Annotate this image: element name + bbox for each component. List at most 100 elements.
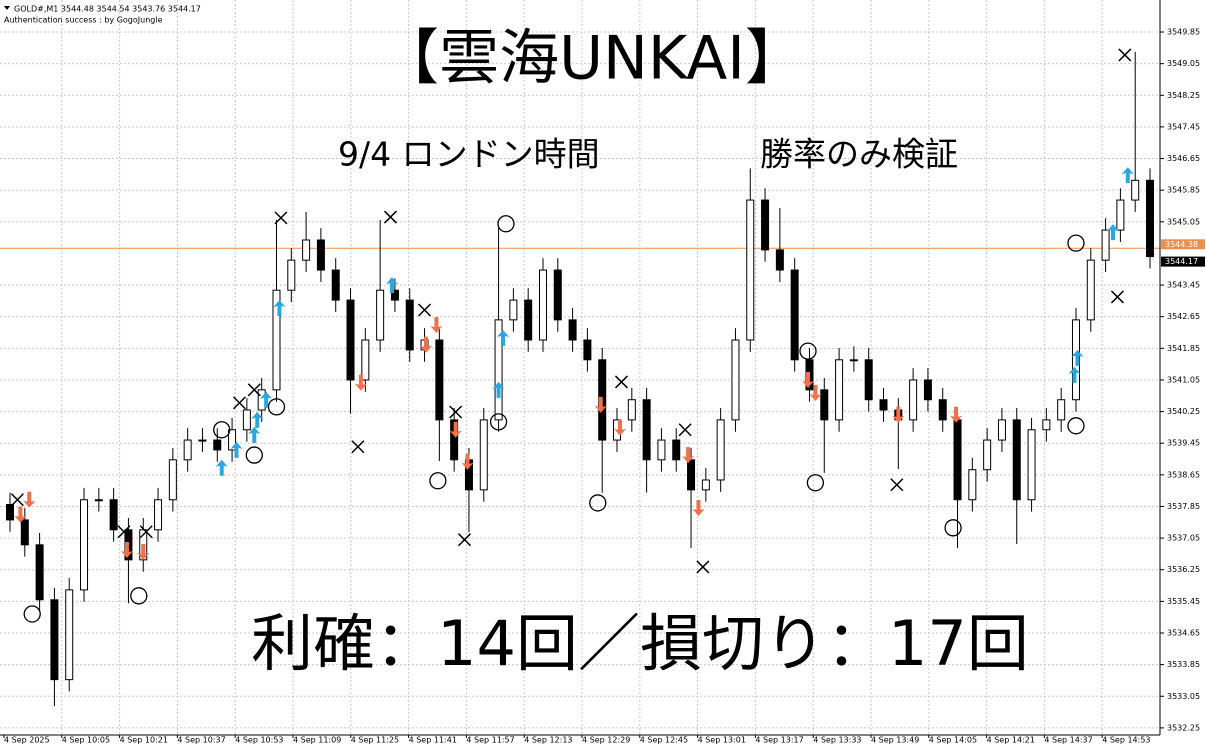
- y-tick-label: 3548.25: [1167, 91, 1200, 100]
- x-tick-label: 4 Sep 14:21: [987, 736, 1035, 745]
- y-tick-label: 3537.05: [1167, 534, 1200, 543]
- candle-body: [302, 239, 311, 261]
- candle-body: [538, 269, 547, 341]
- candle-body: [790, 269, 799, 361]
- buy-arrow: [215, 459, 228, 476]
- loss-cross: [247, 383, 261, 397]
- x-tick-label: 4 Sep 12:45: [640, 736, 688, 745]
- sell-arrow: [354, 374, 367, 391]
- candle-body: [50, 599, 59, 681]
- y-tick-label: 3533.05: [1167, 692, 1200, 701]
- sell-arrow: [420, 336, 433, 353]
- candle-body: [94, 499, 103, 502]
- candle-body: [820, 389, 829, 421]
- y-tick-label: 3541.05: [1167, 375, 1200, 384]
- candle-body: [524, 299, 533, 341]
- candle-body: [983, 439, 992, 471]
- candle-body: [390, 289, 399, 301]
- x-tick-label: 4 Sep 13:49: [871, 736, 919, 745]
- y-tick-label: 3534.65: [1167, 628, 1200, 637]
- y-tick-label: 3539.45: [1167, 439, 1200, 448]
- loss-cross: [117, 525, 131, 539]
- loss-cross: [614, 375, 628, 389]
- buy-arrow: [273, 299, 286, 316]
- candle-body: [657, 439, 666, 461]
- candle-body: [405, 299, 414, 351]
- y-tick-label: 3540.25: [1167, 407, 1200, 416]
- sell-arrow: [950, 406, 963, 423]
- candle-body: [1012, 419, 1021, 501]
- candle-body: [1086, 259, 1095, 321]
- candle-body: [849, 359, 858, 362]
- candle-body: [672, 439, 681, 461]
- win-circle: [245, 446, 263, 464]
- sell-arrow: [449, 421, 462, 438]
- candle-body: [731, 339, 740, 421]
- sell-arrow: [809, 385, 822, 402]
- candle-layer: [6, 51, 1154, 707]
- candle-body: [938, 399, 947, 421]
- sell-arrow: [120, 541, 133, 558]
- sell-arrow: [23, 491, 36, 508]
- candle-body: [6, 503, 14, 521]
- candle-body: [627, 399, 636, 421]
- candle-body: [361, 339, 370, 381]
- candle-body: [583, 339, 592, 361]
- win-circle: [1067, 417, 1085, 435]
- candle-body: [494, 319, 503, 421]
- candle-body: [479, 419, 488, 491]
- candle-body: [1116, 199, 1125, 231]
- sell-arrow: [137, 543, 150, 560]
- loss-cross: [418, 303, 432, 317]
- candle-body: [716, 419, 725, 481]
- loss-cross: [383, 210, 398, 224]
- loss-cross: [1118, 48, 1132, 62]
- candle-body: [154, 499, 163, 531]
- sell-arrow: [461, 453, 474, 470]
- buy-arrow: [230, 441, 243, 458]
- price-label-box: [1161, 239, 1205, 250]
- candle-body: [879, 399, 888, 411]
- candle-body: [198, 439, 207, 442]
- candle-body: [997, 419, 1006, 441]
- candle-body: [331, 269, 340, 301]
- candle-body: [435, 339, 444, 421]
- price-label-box: [1161, 256, 1205, 267]
- buy-arrow: [497, 330, 510, 347]
- y-tick-label: 3549.85: [1167, 28, 1200, 37]
- candle-body: [1146, 179, 1154, 258]
- candle-body: [376, 289, 385, 341]
- candle-body: [287, 259, 296, 291]
- win-circle: [489, 413, 508, 431]
- win-circle: [589, 494, 607, 512]
- candle-body: [242, 409, 251, 431]
- win-circle: [130, 587, 148, 605]
- buy-arrow: [1106, 224, 1119, 241]
- candle-body: [553, 269, 562, 321]
- sell-arrow: [892, 406, 905, 423]
- axis-layer: 3532.25 3533.05 3533.85 3534.65 3535.45 3536.…: [3, 28, 1205, 745]
- loss-cross: [10, 493, 24, 507]
- y-tick-label: 3541.85: [1167, 344, 1200, 353]
- x-tick-label: 4 Sep 13:17: [755, 736, 803, 745]
- chart-title: 【雲海UNKAI】: [379, 24, 805, 94]
- buy-arrow: [248, 426, 261, 443]
- buy-arrow: [385, 277, 398, 294]
- result-text: 利確：14回／損切り：17回: [251, 607, 1029, 680]
- y-tick-label: 3533.85: [1167, 660, 1200, 669]
- candle-body: [642, 399, 651, 461]
- buy-arrow: [1068, 366, 1081, 383]
- sell-arrow: [613, 419, 626, 436]
- y-tick-label: 3532.25: [1167, 723, 1200, 732]
- buy-arrow: [1071, 349, 1084, 366]
- candle-body: [183, 439, 192, 461]
- candle-body: [316, 239, 325, 271]
- candle-body: [20, 519, 29, 546]
- win-circle: [1067, 234, 1085, 252]
- x-tick-label: 4 Sep 11:57: [466, 736, 514, 745]
- candle-body: [761, 199, 770, 251]
- y-tick-label: 3545.85: [1167, 186, 1200, 195]
- y-tick-label: 3542.65: [1167, 312, 1200, 321]
- loss-cross: [274, 211, 288, 225]
- x-tick-label: 4 Sep 12:29: [582, 736, 630, 745]
